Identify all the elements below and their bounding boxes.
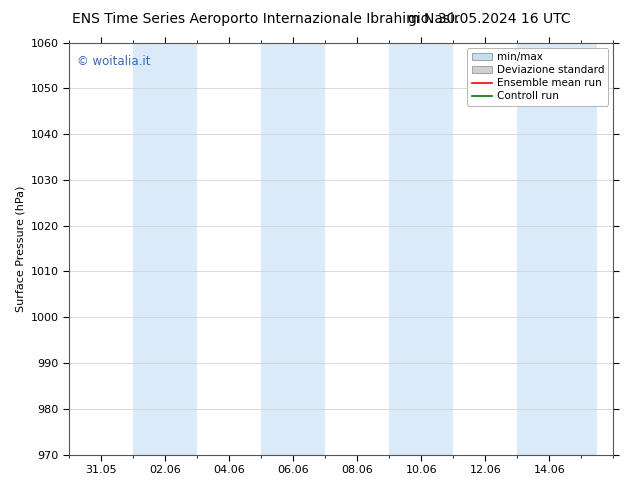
Text: gio. 30.05.2024 16 UTC: gio. 30.05.2024 16 UTC (408, 12, 571, 26)
Bar (261, 43, 325, 455)
Bar (389, 43, 453, 455)
Y-axis label: Surface Pressure (hPa): Surface Pressure (hPa) (15, 185, 25, 312)
Text: ENS Time Series Aeroporto Internazionale Ibrahim Nasir: ENS Time Series Aeroporto Internazionale… (72, 12, 460, 26)
Legend: min/max, Deviazione standard, Ensemble mean run, Controll run: min/max, Deviazione standard, Ensemble m… (467, 48, 608, 105)
Text: © woitalia.it: © woitalia.it (77, 55, 151, 68)
Bar (133, 43, 197, 455)
Bar (517, 43, 597, 455)
